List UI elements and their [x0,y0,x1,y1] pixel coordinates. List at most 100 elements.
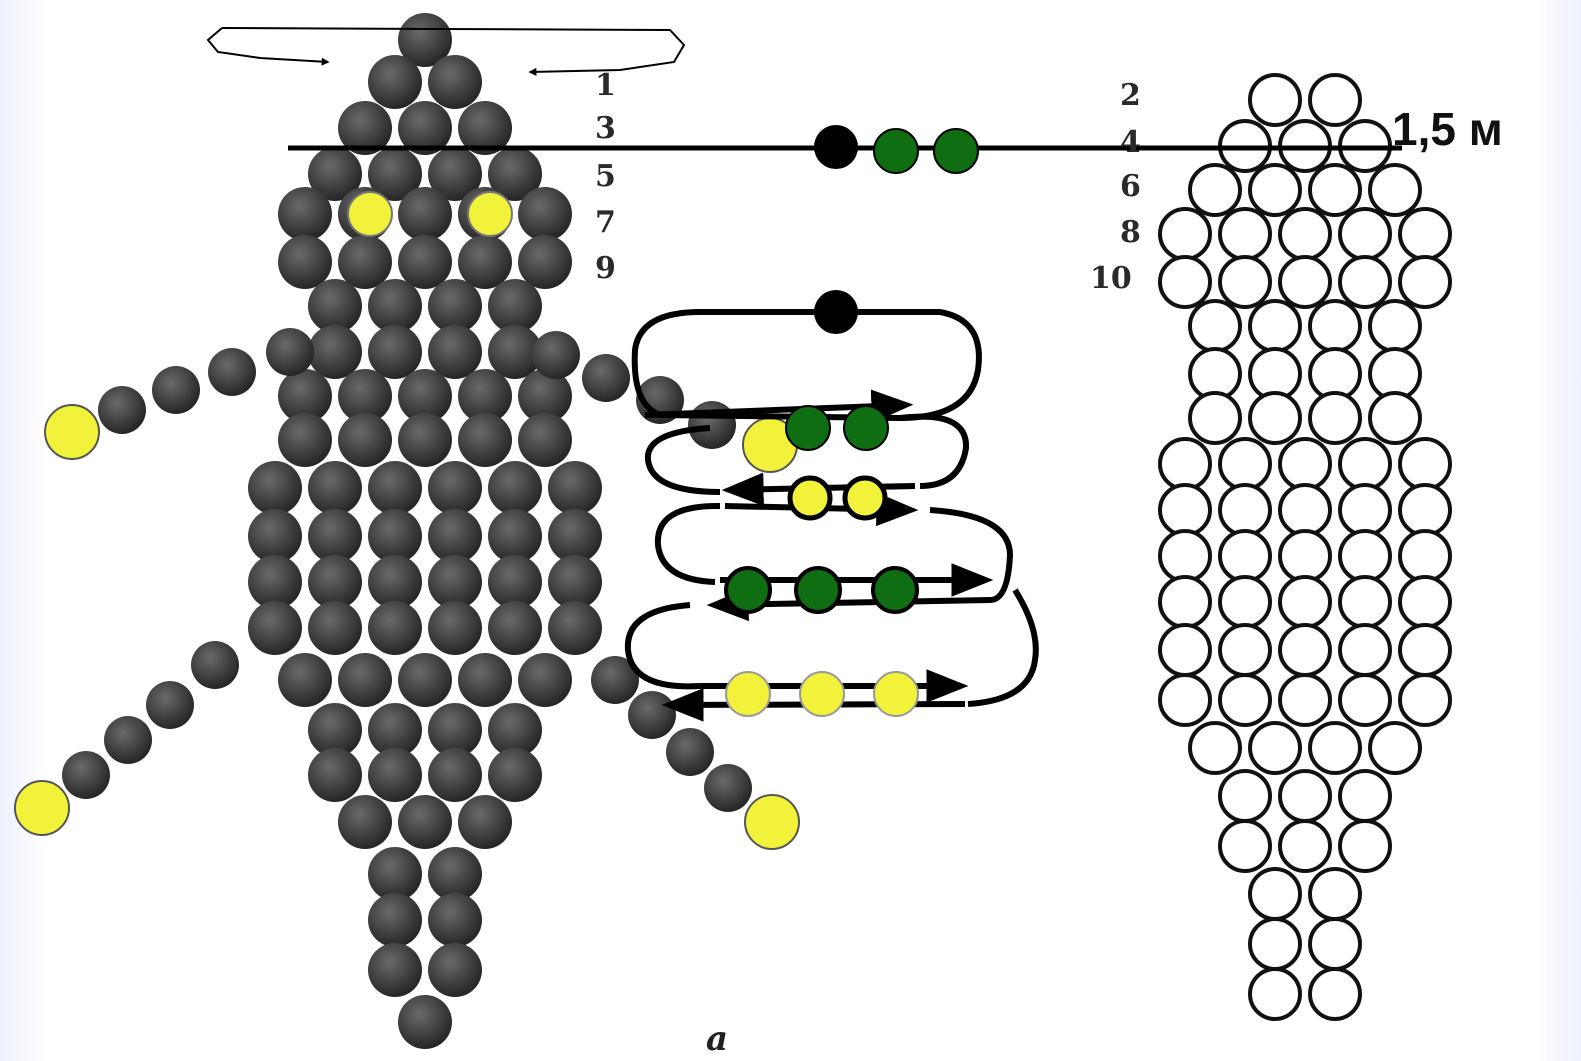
dark-bead [666,728,714,776]
outline-bead [1218,575,1272,629]
dark-bead [308,601,362,655]
dark-bead [398,413,452,467]
dark-bead [591,656,639,704]
outline-bead [1338,673,1392,727]
dark-bead [368,147,422,201]
green-bead [933,128,979,174]
dark-bead [398,187,452,241]
dark-bead [266,328,314,376]
dark-bead [368,601,422,655]
dark-bead [488,703,542,757]
dark-bead [458,653,512,707]
dark-bead [368,509,422,563]
outline-bead [1338,483,1392,537]
dark-bead [98,386,146,434]
dark-bead [278,235,332,289]
dark-bead [368,325,422,379]
row-number: 2 [1120,78,1141,113]
dark-bead [488,279,542,333]
dark-bead [548,601,602,655]
dark-bead [398,995,452,1049]
dark-bead [428,847,482,901]
outline-bead [1308,73,1362,127]
outline-bead [1398,483,1452,537]
top-loop-arrow [206,27,686,76]
yellow-bead [799,671,845,717]
dark-bead [338,653,392,707]
outline-bead [1158,483,1212,537]
yellow-bead [787,475,833,521]
dark-bead [368,55,422,109]
outline-bead [1248,73,1302,127]
dark-bead [428,325,482,379]
row-number: 3 [595,111,616,146]
dark-bead [518,653,572,707]
dark-bead [428,147,482,201]
green-bead [871,566,919,614]
outline-bead [1338,623,1392,677]
dark-bead [308,748,362,802]
dark-bead [248,509,302,563]
outline-bead [1218,819,1272,873]
outline-bead [1218,207,1272,261]
dark-bead [518,369,572,423]
dark-bead [428,703,482,757]
outline-bead [1338,255,1392,309]
dark-bead [532,331,580,379]
dark-bead [628,691,676,739]
dark-bead [518,413,572,467]
dark-bead [398,13,452,67]
outline-bead [1278,483,1332,537]
outline-bead [1158,623,1212,677]
dark-bead [368,943,422,997]
dark-bead [308,509,362,563]
outline-bead [1188,163,1242,217]
outline-bead [1218,255,1272,309]
dark-bead [488,461,542,515]
outline-bead [1158,437,1212,491]
dark-bead [548,509,602,563]
black-bead [814,125,858,169]
outline-bead [1308,917,1362,971]
outline-bead [1278,207,1332,261]
outline-bead [1248,721,1302,775]
dark-bead [458,235,512,289]
dark-bead [338,795,392,849]
outline-bead [1188,299,1242,353]
outline-bead [1278,529,1332,583]
dark-bead [488,147,542,201]
outline-bead [1368,163,1422,217]
green-bead [794,566,842,614]
dark-bead [368,748,422,802]
outline-bead [1248,299,1302,353]
dark-bead [398,369,452,423]
row-number: 8 [1120,215,1141,250]
outline-bead [1218,529,1272,583]
dark-bead [152,366,200,414]
dark-bead [248,601,302,655]
dark-bead [338,413,392,467]
outline-bead [1218,623,1272,677]
outline-bead [1398,575,1452,629]
yellow-bead [842,475,888,521]
dark-bead [428,893,482,947]
dark-bead [428,601,482,655]
outline-bead [1158,673,1212,727]
row-number: 4 [1120,125,1141,160]
outline-bead [1278,255,1332,309]
dark-bead [308,703,362,757]
outline-bead [1398,623,1452,677]
yellow-bead [725,671,771,717]
dark-bead [368,461,422,515]
row-numbers-right: 2 4 6 8 10 [1090,78,1141,296]
outline-bead [1158,207,1212,261]
dark-bead [548,555,602,609]
dark-bead [488,325,542,379]
yellow-bead [873,671,919,717]
figure-caption: а [706,1019,728,1059]
outline-bead [1248,917,1302,971]
end-bead [14,780,70,836]
outline-bead [1248,391,1302,445]
dark-bead [458,413,512,467]
outline-bead [1278,819,1332,873]
